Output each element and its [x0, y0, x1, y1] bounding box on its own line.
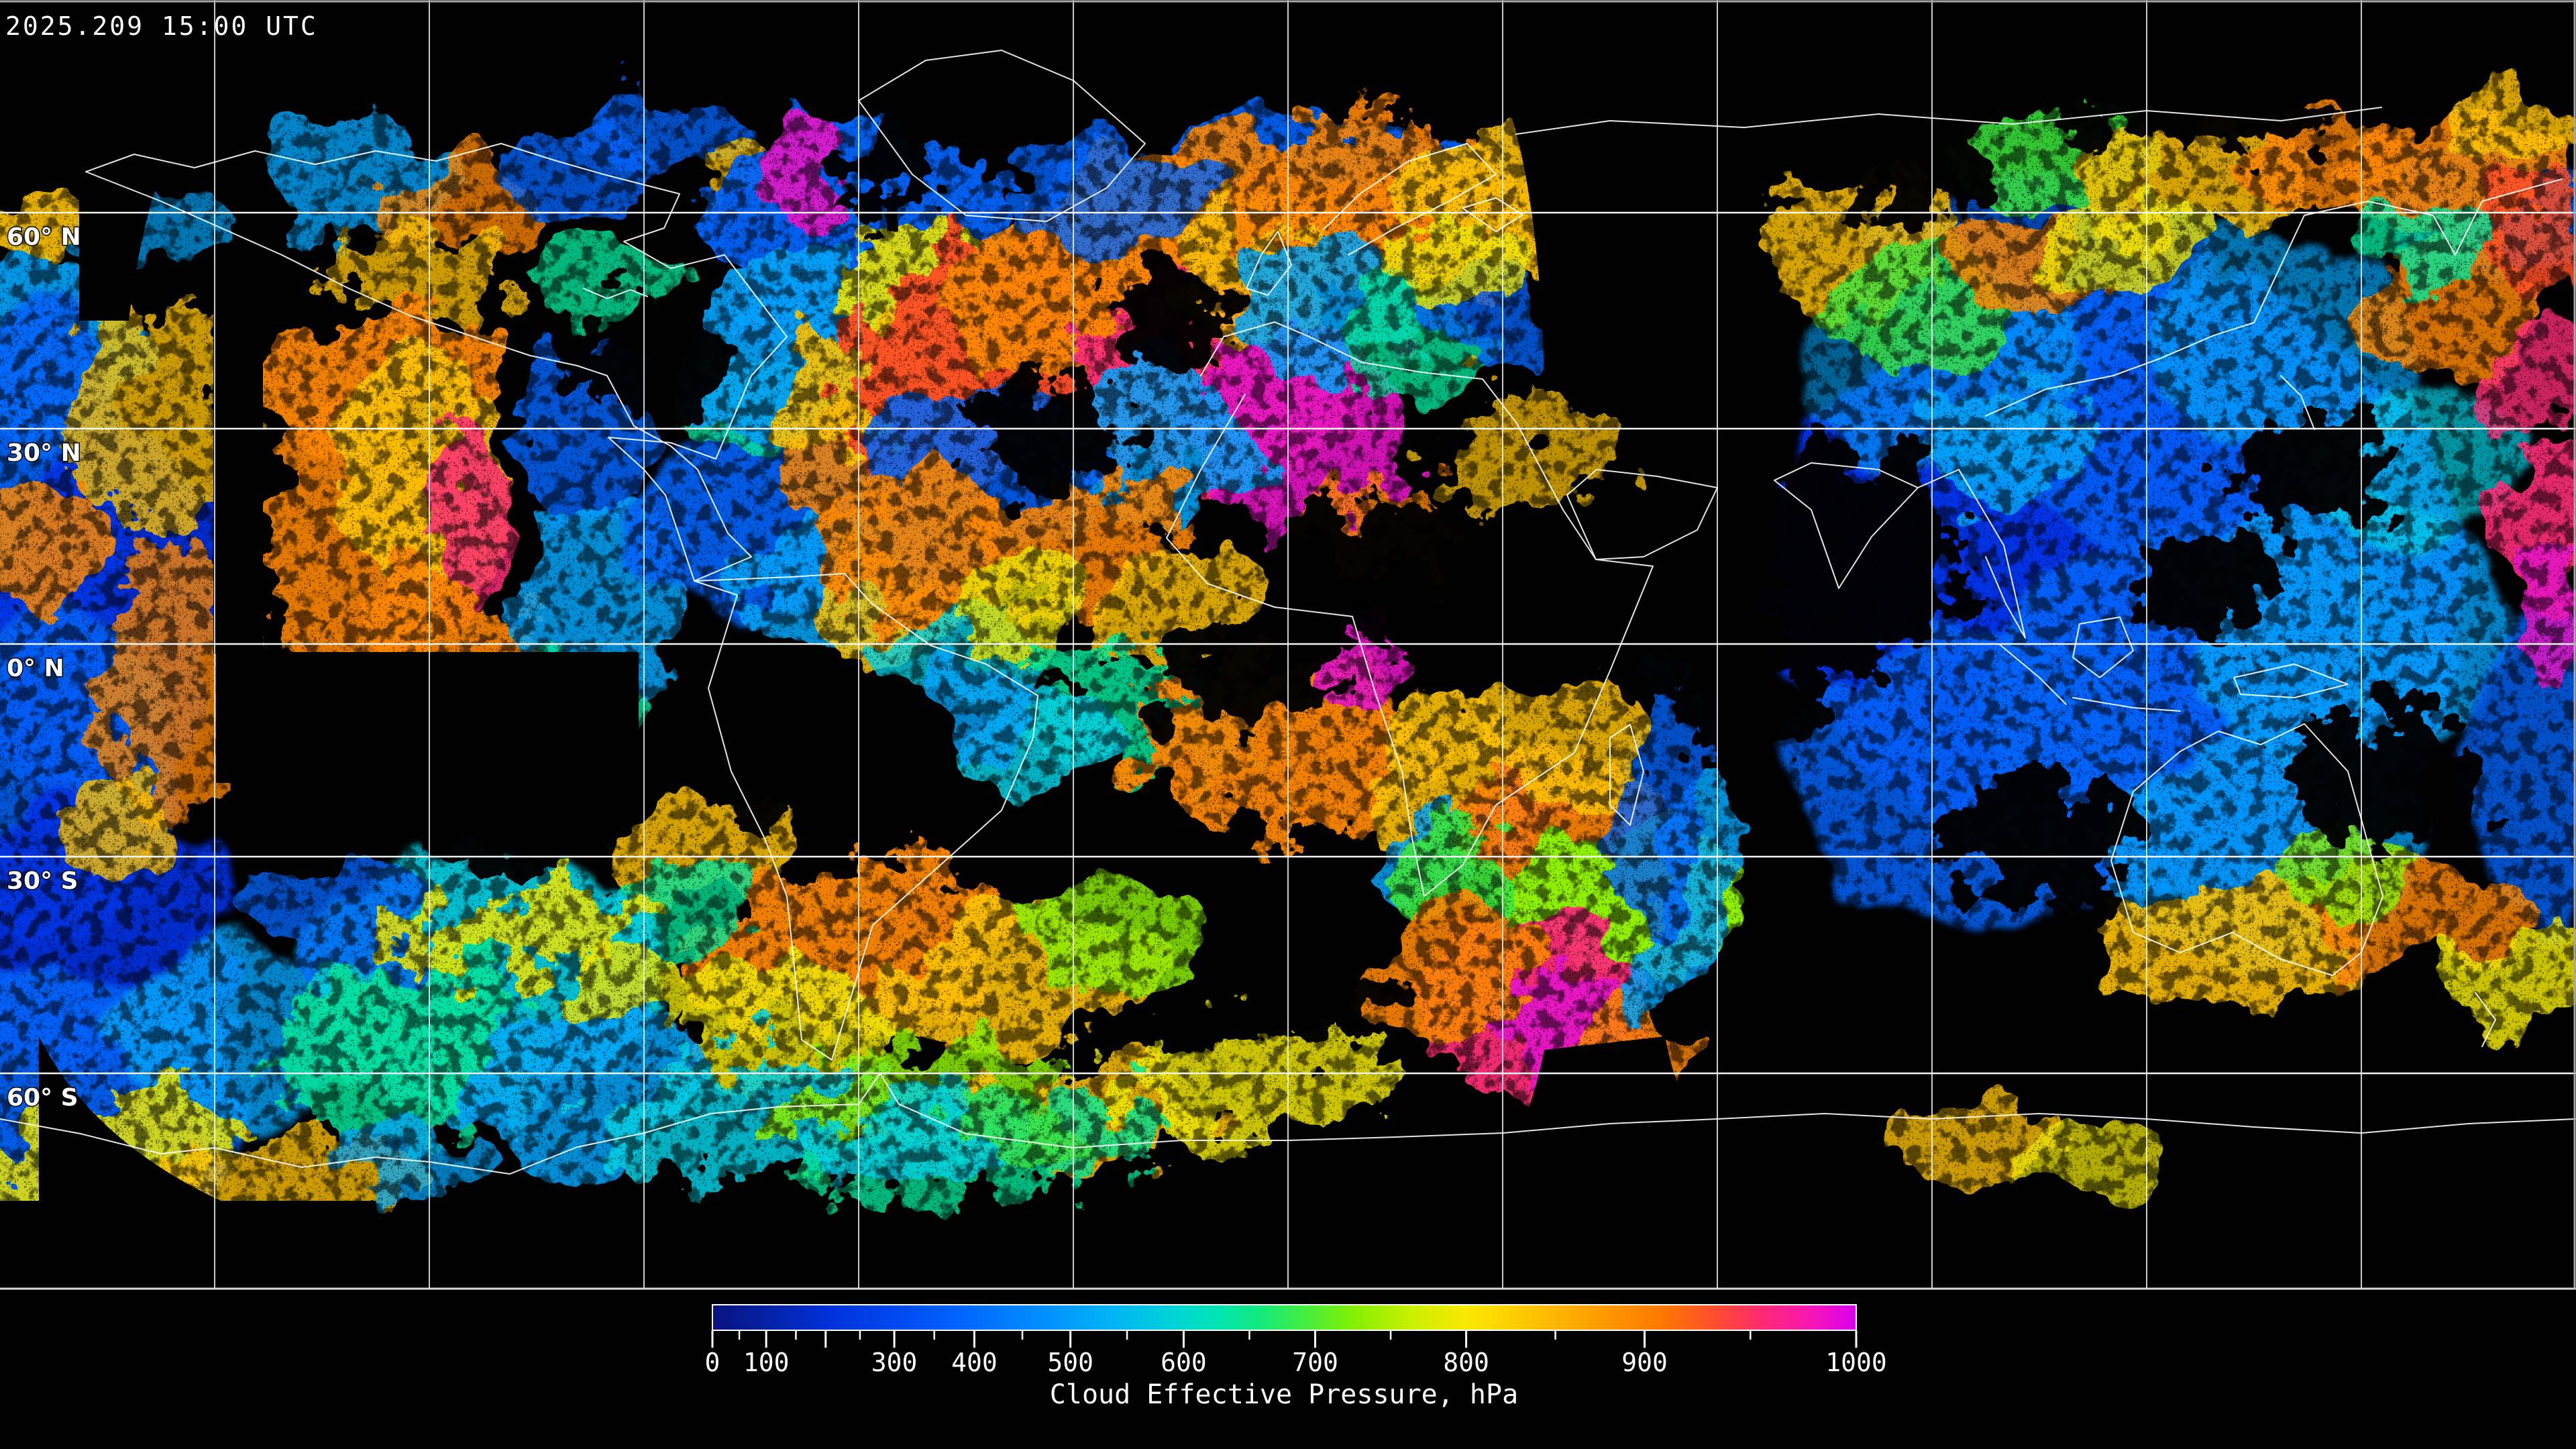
- colorbar-tick-label: 800: [1443, 1348, 1489, 1377]
- latitude-label: 30° N: [7, 439, 81, 467]
- colorbar-tick-label: 700: [1292, 1348, 1338, 1377]
- latitude-label: 60° S: [7, 1084, 78, 1112]
- colorbar-tick-label: 300: [871, 1348, 918, 1377]
- colorbar-tick-label: 1000: [1825, 1348, 1887, 1377]
- latitude-label: 0° N: [7, 655, 64, 682]
- latitude-label: 60° N: [7, 223, 81, 251]
- colorbar-tick-label: 900: [1621, 1348, 1668, 1377]
- colorbar-tick-label: 100: [743, 1348, 790, 1377]
- colorbar-tick-label: 600: [1161, 1348, 1207, 1377]
- colorbar-tick-label: 400: [951, 1348, 998, 1377]
- coastlines: [0, 50, 2576, 1175]
- graticule: [0, 0, 2576, 1288]
- timestamp-label: 2025.209 15:00 UTC: [5, 11, 318, 41]
- colorbar-tick-label: 500: [1047, 1348, 1093, 1377]
- colorbar-title: Cloud Effective Pressure, hPa: [1050, 1379, 1518, 1410]
- latitude-labels: 60° N 30° N 0° N 30° S 60° S: [6, 223, 83, 1113]
- colorbar-gradient-bar: [712, 1304, 1857, 1331]
- latitude-label: 30° S: [7, 867, 78, 895]
- colorbar-ticks: [711, 1330, 1858, 1348]
- colorbar-tick-labels: 0 100 300 400 500 600 700 800 900 1000: [705, 1348, 1887, 1377]
- colorbar-tick-label: 0: [705, 1348, 720, 1377]
- colorbar: 0 100 300 400 500 600 700 800 900 1000 Cloud Effe…: [705, 1304, 1887, 1410]
